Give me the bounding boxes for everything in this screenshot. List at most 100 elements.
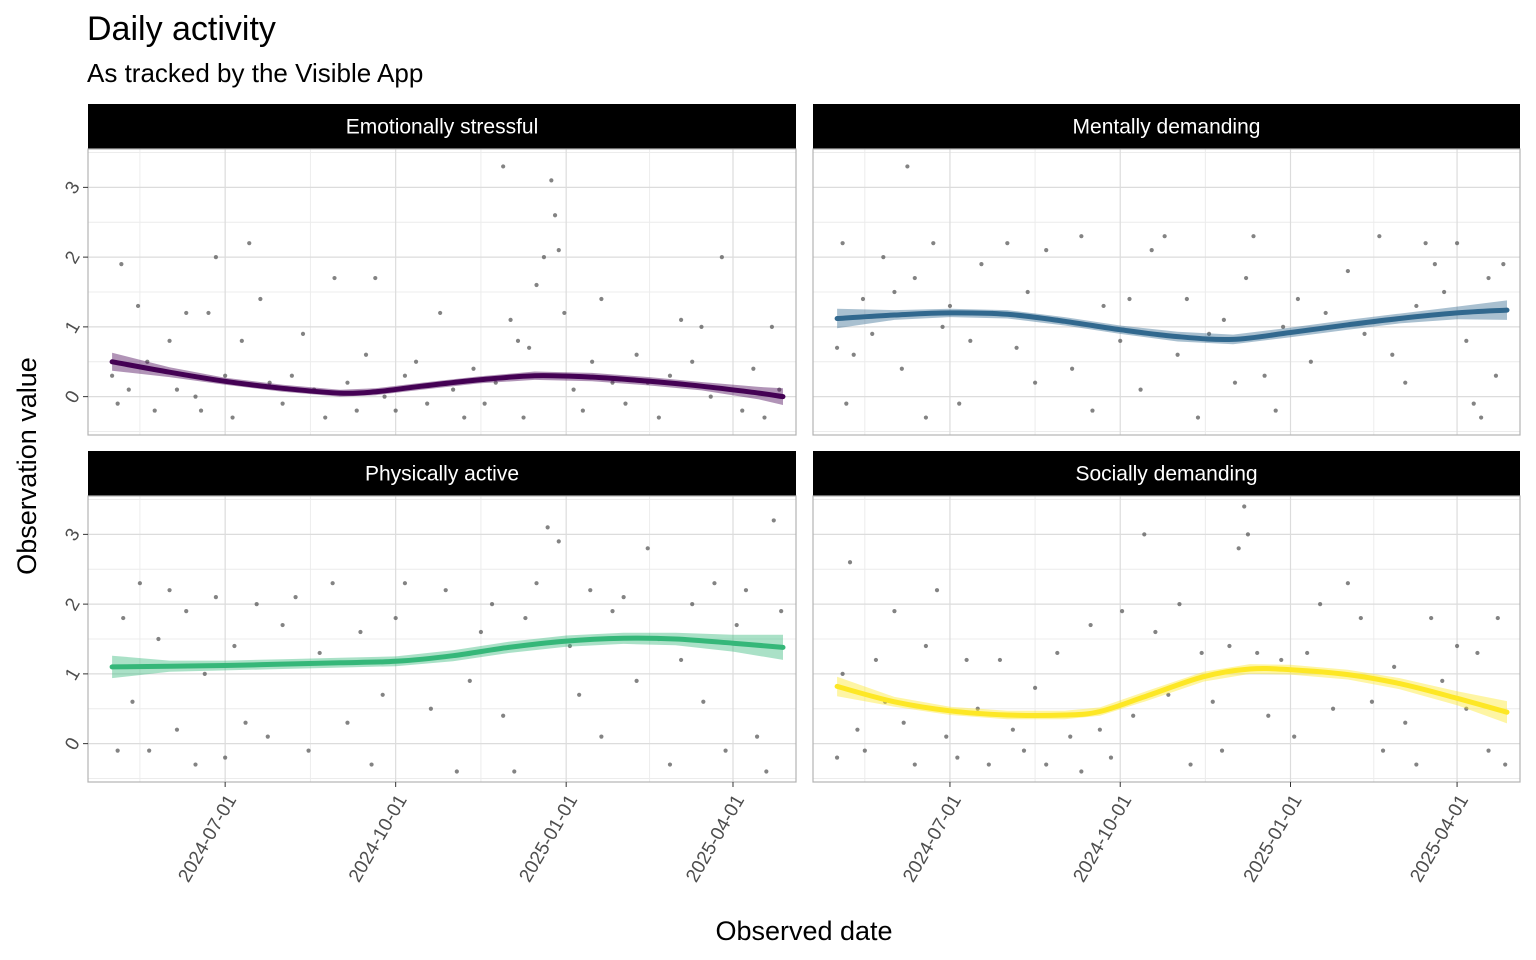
data-point	[1184, 296, 1189, 302]
data-point	[1403, 720, 1408, 725]
data-point	[764, 769, 769, 774]
x-axis-title: Observed date	[715, 916, 892, 946]
data-point	[1055, 650, 1060, 656]
data-point	[1255, 650, 1260, 656]
data-point	[769, 324, 775, 329]
data-point	[699, 324, 704, 329]
data-point	[332, 275, 337, 281]
data-point	[306, 748, 311, 753]
data-point	[1097, 727, 1102, 732]
data-point	[912, 275, 917, 281]
data-point	[521, 415, 526, 420]
data-point	[1119, 608, 1125, 614]
data-point	[964, 657, 969, 663]
y-axis-title: Observation value	[12, 357, 42, 575]
data-point	[901, 720, 906, 725]
data-point	[1345, 581, 1350, 586]
data-point	[380, 692, 385, 697]
data-point	[345, 380, 350, 385]
data-point	[740, 408, 745, 413]
data-point	[198, 408, 204, 413]
data-point	[997, 657, 1003, 663]
data-point	[1362, 331, 1367, 336]
x-tick-label: 2025-04-01	[682, 791, 749, 886]
data-point	[1305, 650, 1310, 656]
data-point	[527, 345, 532, 350]
panel-border	[812, 495, 1521, 783]
x-tick-label: 2024-10-01	[345, 791, 412, 886]
x-tick-label: 2025-01-01	[515, 791, 582, 886]
data-point	[588, 588, 593, 593]
data-point	[1486, 275, 1491, 281]
y-tick-label: 3	[61, 178, 84, 198]
facet-strip	[88, 451, 796, 496]
data-point	[1440, 678, 1445, 683]
panel-socially-demanding: Socially demanding 2024-07-01 2024-10-01 20…	[812, 451, 1521, 886]
data-point	[779, 608, 784, 614]
y-tick-label: 3	[61, 525, 84, 545]
data-point	[1369, 699, 1375, 704]
data-point	[512, 769, 517, 774]
data-point	[428, 706, 433, 711]
data-point	[1088, 622, 1093, 628]
data-point	[1079, 234, 1084, 239]
data-point	[940, 324, 945, 329]
facet-strip-label: Socially demanding	[1075, 463, 1257, 486]
data-point	[975, 706, 980, 711]
data-point	[501, 164, 506, 169]
data-point	[1149, 248, 1154, 253]
y-tick-label: 1	[61, 318, 84, 338]
data-point	[156, 636, 161, 642]
data-point	[1464, 706, 1469, 711]
data-point	[1479, 415, 1484, 420]
data-point	[1251, 234, 1256, 239]
trend-line	[834, 665, 1510, 718]
data-point	[1131, 713, 1136, 718]
data-point	[1414, 303, 1419, 309]
data-point	[870, 331, 875, 336]
data-point	[1108, 755, 1114, 760]
data-point	[645, 546, 650, 551]
x-tick-label: 2025-01-01	[1240, 791, 1307, 886]
data-point	[1377, 234, 1382, 239]
data-point	[369, 762, 374, 767]
data-point	[552, 213, 558, 218]
data-point	[545, 525, 550, 530]
data-point	[1323, 310, 1328, 316]
data-point	[1454, 643, 1460, 649]
data-point	[723, 748, 728, 753]
data-point	[743, 588, 749, 593]
data-point	[1414, 762, 1419, 767]
data-point	[534, 282, 539, 288]
data-point	[1138, 387, 1143, 392]
data-point	[1221, 317, 1226, 323]
data-point	[712, 581, 717, 586]
data-point	[130, 699, 135, 704]
data-point	[1495, 615, 1500, 621]
data-point	[562, 310, 567, 316]
data-point	[239, 338, 244, 343]
data-point	[734, 622, 739, 628]
data-point	[1068, 734, 1073, 739]
data-point	[1210, 699, 1215, 704]
data-point	[634, 352, 639, 357]
chart-subtitle: As tracked by the Visible App	[87, 58, 423, 88]
data-point	[174, 727, 180, 732]
data-point	[280, 622, 285, 628]
data-point	[443, 588, 448, 593]
data-point	[258, 296, 263, 302]
data-point	[508, 317, 513, 323]
data-point	[610, 608, 615, 614]
data-point	[184, 310, 189, 316]
data-point	[851, 352, 856, 357]
data-point	[330, 581, 335, 586]
x-tick-label: 2024-07-01	[174, 791, 241, 886]
data-point	[1044, 248, 1049, 253]
data-point	[152, 408, 157, 413]
data-point	[184, 608, 189, 614]
data-point	[1475, 650, 1480, 656]
data-point	[1227, 643, 1232, 649]
data-point	[567, 643, 572, 649]
data-point	[213, 595, 218, 600]
